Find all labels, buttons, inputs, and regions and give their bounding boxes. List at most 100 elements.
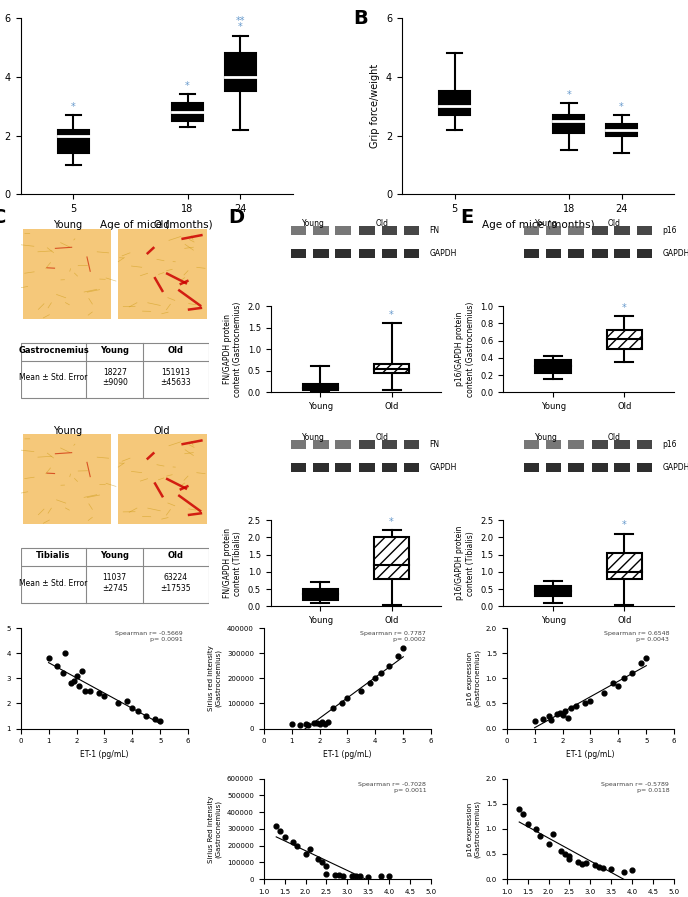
Text: 18227
±9090: 18227 ±9090 <box>102 368 127 388</box>
Bar <box>291 440 306 449</box>
Bar <box>172 103 203 121</box>
Point <box>79 684 90 698</box>
Y-axis label: p16 expression
(Gastrocnemius): p16 expression (Gastrocnemius) <box>466 649 480 708</box>
Point <box>613 679 624 693</box>
Text: Gastrocnemius: Gastrocnemius <box>18 346 89 355</box>
Bar <box>607 330 642 349</box>
Point <box>560 847 571 861</box>
Text: *: * <box>622 520 627 530</box>
Point <box>597 861 608 875</box>
Bar <box>592 440 608 449</box>
Bar <box>291 248 306 258</box>
Bar <box>404 248 419 258</box>
Text: Tibialis: Tibialis <box>36 552 71 561</box>
Point <box>522 816 533 831</box>
Text: *: * <box>389 517 394 527</box>
Point <box>294 718 305 732</box>
Point <box>589 858 600 872</box>
Bar <box>568 226 583 235</box>
Point <box>286 717 297 731</box>
Bar <box>568 463 583 473</box>
Point <box>74 679 85 693</box>
Text: Old: Old <box>153 426 170 436</box>
FancyBboxPatch shape <box>118 229 207 319</box>
Text: *: * <box>622 303 627 313</box>
Text: Young: Young <box>100 346 129 355</box>
FancyBboxPatch shape <box>118 434 207 524</box>
Point <box>514 802 525 816</box>
Bar <box>614 248 630 258</box>
Point <box>585 693 596 708</box>
Point <box>133 704 144 718</box>
Point <box>581 856 592 870</box>
Point <box>52 658 63 673</box>
Point <box>321 858 332 873</box>
Point <box>316 855 327 869</box>
Point <box>275 823 286 838</box>
Point <box>579 696 590 710</box>
Point <box>560 704 571 718</box>
Text: GAPDH: GAPDH <box>429 463 457 472</box>
Point <box>303 718 314 732</box>
Bar <box>535 361 571 373</box>
Point <box>321 867 332 882</box>
X-axis label: Age of mice (months): Age of mice (months) <box>482 220 594 230</box>
Text: GAPDH: GAPDH <box>429 249 457 258</box>
Text: *: * <box>71 102 76 112</box>
Point <box>635 657 646 671</box>
Bar <box>546 248 561 258</box>
Point <box>336 696 347 710</box>
Bar <box>636 463 652 473</box>
Point <box>113 696 124 710</box>
Point <box>577 857 588 871</box>
Point <box>518 806 529 821</box>
Point <box>551 706 562 720</box>
Bar <box>313 463 329 473</box>
Point <box>384 869 395 884</box>
Text: *: * <box>619 102 624 112</box>
Bar <box>336 463 351 473</box>
Point <box>564 849 575 864</box>
Point <box>342 692 353 706</box>
Point <box>270 818 281 832</box>
Text: *: * <box>185 82 190 91</box>
Bar <box>359 463 375 473</box>
Point <box>346 868 357 883</box>
Text: Old: Old <box>168 552 184 561</box>
Bar <box>553 115 584 133</box>
Text: Old: Old <box>375 219 388 228</box>
Bar <box>546 440 561 449</box>
Text: C: C <box>0 208 7 227</box>
Bar <box>439 91 470 115</box>
Point <box>356 684 367 698</box>
Text: Old: Old <box>153 221 170 231</box>
Bar <box>592 226 608 235</box>
Point <box>320 717 331 731</box>
Bar <box>404 440 419 449</box>
Point <box>94 686 105 701</box>
Point <box>537 711 548 726</box>
Point <box>530 822 541 836</box>
Point <box>85 684 96 698</box>
Text: **: ** <box>235 16 245 26</box>
Text: 151913
±45633: 151913 ±45633 <box>160 368 191 388</box>
Bar <box>524 440 539 449</box>
Point <box>99 689 110 703</box>
Point <box>68 674 79 688</box>
Point <box>572 854 583 868</box>
Y-axis label: Grip force/weight: Grip force/weight <box>370 64 380 148</box>
Point <box>312 852 323 867</box>
Text: Young: Young <box>100 552 129 561</box>
Point <box>543 709 554 723</box>
Bar <box>546 226 561 235</box>
Point <box>354 869 365 884</box>
Point <box>155 714 166 728</box>
Text: Old: Old <box>608 433 621 442</box>
Text: Old: Old <box>375 433 388 442</box>
Point <box>370 671 381 685</box>
Bar <box>336 248 351 258</box>
X-axis label: ET-1 (pg/mL): ET-1 (pg/mL) <box>323 750 372 759</box>
Point <box>546 712 557 727</box>
Bar <box>636 248 652 258</box>
Text: 11037
±2745: 11037 ±2745 <box>102 573 127 593</box>
